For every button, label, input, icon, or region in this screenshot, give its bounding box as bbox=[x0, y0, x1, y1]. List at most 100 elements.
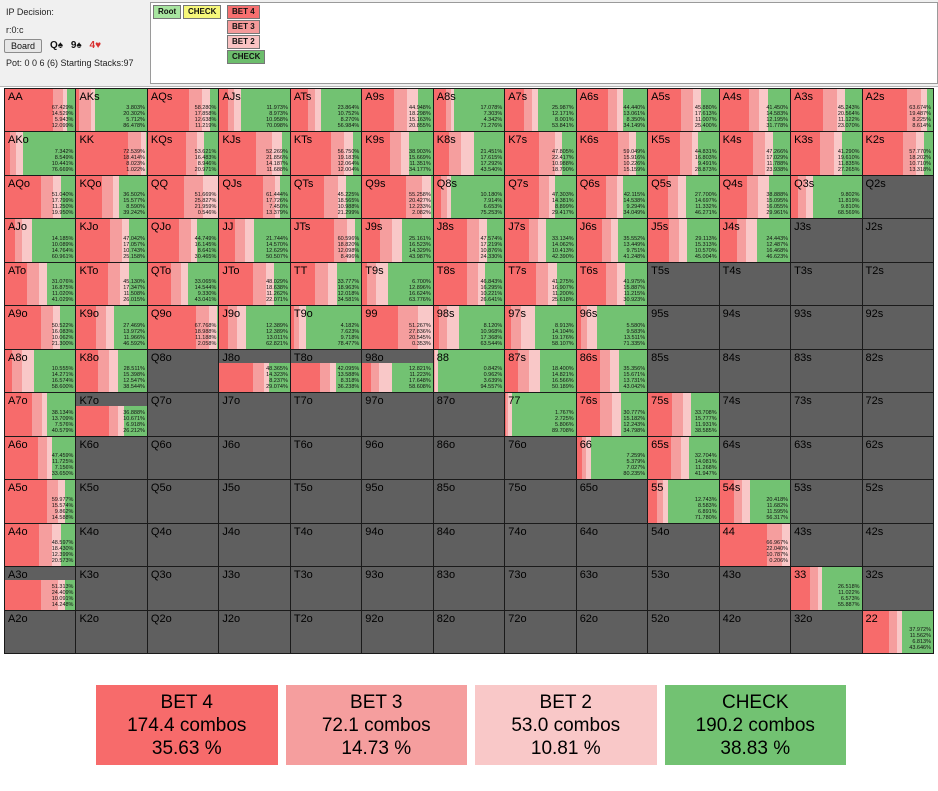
hand-cell-65o[interactable]: 65o bbox=[576, 480, 648, 523]
hand-cell-44[interactable]: 66.967% 22.040% 10.787% 0.206% 44 bbox=[719, 523, 791, 567]
hand-cell-92s[interactable]: 92s bbox=[862, 306, 933, 349]
hand-cell-AKs[interactable]: 3.803% 20.302% 5.712% 86.478% AKs bbox=[76, 89, 147, 132]
hand-cell-K7s[interactable]: 47.805% 22.417% 10.988% 18.790% K7s bbox=[505, 132, 576, 175]
hand-cell-K5o[interactable]: K5o bbox=[76, 480, 147, 523]
hand-cell-32o[interactable]: 32o bbox=[791, 610, 862, 653]
hand-cell-J2o[interactable]: J2o bbox=[219, 610, 290, 653]
hand-cell-97o[interactable]: 97o bbox=[362, 393, 433, 436]
hand-cell-63s[interactable]: 63s bbox=[791, 436, 862, 480]
hand-cell-J7o[interactable]: J7o bbox=[219, 393, 290, 436]
hand-cell-77[interactable]: 1.767% 2.725% 5.806% 89.708% 77 bbox=[505, 393, 576, 436]
hand-cell-T5o[interactable]: T5o bbox=[290, 480, 362, 523]
tree-node-check[interactable]: CHECK bbox=[183, 5, 222, 19]
hand-cell-73o[interactable]: 73o bbox=[505, 567, 576, 610]
hand-cell-42o[interactable]: 42o bbox=[719, 610, 791, 653]
hand-cell-84s[interactable]: 84s bbox=[719, 349, 791, 393]
hand-cell-J6s[interactable]: 35.552% 13.449% 9.751% 41.248% J6s bbox=[576, 219, 648, 262]
hand-cell-53s[interactable]: 53s bbox=[791, 480, 862, 523]
hand-cell-J5o[interactable]: J5o bbox=[219, 480, 290, 523]
hand-cell-55[interactable]: 12.743% 8.583% 6.891% 71.780% 55 bbox=[648, 480, 719, 523]
hand-cell-Q7o[interactable]: Q7o bbox=[147, 393, 219, 436]
hand-cell-J4s[interactable]: 24.443% 12.487% 16.468% 46.623% J4s bbox=[719, 219, 791, 262]
hand-cell-93o[interactable]: 93o bbox=[362, 567, 433, 610]
hand-cell-T9o[interactable]: 4.182% 7.623% 9.718% 78.477% T9o bbox=[290, 306, 362, 349]
hand-cell-98s[interactable]: 8.120% 10.968% 17.368% 63.544% 98s bbox=[433, 306, 505, 349]
hand-cell-54o[interactable]: 54o bbox=[648, 523, 719, 567]
hand-cell-Q5o[interactable]: Q5o bbox=[147, 480, 219, 523]
hand-cell-K3s[interactable]: 41.290% 19.610% 11.835% 27.265% K3s bbox=[791, 132, 862, 175]
hand-cell-T9s[interactable]: 6.700% 12.896% 16.624% 63.776% T9s bbox=[362, 262, 433, 306]
hand-cell-J5s[interactable]: 29.113% 15.313% 10.570% 45.004% J5s bbox=[648, 219, 719, 262]
hand-cell-43s[interactable]: 43s bbox=[791, 523, 862, 567]
hand-cell-AQs[interactable]: 58.280% 17.858% 12.638% 11.219% AQs bbox=[147, 89, 219, 132]
hand-cell-82s[interactable]: 82s bbox=[862, 349, 933, 393]
hand-cell-KJo[interactable]: 47.042% 17.057% 10.743% 25.158% KJo bbox=[76, 219, 147, 262]
hand-cell-KJs[interactable]: 52.269% 21.856% 14.187% 11.688% KJs bbox=[219, 132, 290, 175]
hand-cell-J2s[interactable]: J2s bbox=[862, 219, 933, 262]
hand-cell-72o[interactable]: 72o bbox=[505, 610, 576, 653]
hand-cell-94s[interactable]: 94s bbox=[719, 306, 791, 349]
hand-cell-T7s[interactable]: 41.275% 16.907% 11.200% 25.618% T7s bbox=[505, 262, 576, 306]
hand-cell-J3s[interactable]: J3s bbox=[791, 219, 862, 262]
hand-cell-ATs[interactable]: 23.864% 10.752% 8.270% 56.984% ATs bbox=[290, 89, 362, 132]
hand-cell-A2o[interactable]: A2o bbox=[5, 610, 76, 653]
hand-cell-Q9s[interactable]: 55.258% 20.427% 12.233% 2.082% Q9s bbox=[362, 175, 433, 219]
hand-cell-K9s[interactable]: 38.903% 15.669% 11.351% 34.177% K9s bbox=[362, 132, 433, 175]
hand-cell-A6o[interactable]: 47.459% 11.725% 7.156% 33.650% A6o bbox=[5, 436, 76, 480]
hand-cell-T2o[interactable]: T2o bbox=[290, 610, 362, 653]
hand-cell-88[interactable]: 0.842% 0.962% 3.639% 94.557% 88 bbox=[433, 349, 505, 393]
hand-cell-QJo[interactable]: 44.749% 16.145% 8.641% 30.465% QJo bbox=[147, 219, 219, 262]
hand-cell-A8s[interactable]: 17.078% 7.303% 4.342% 71.276% A8s bbox=[433, 89, 505, 132]
hand-cell-QJs[interactable]: 61.444% 17.726% 7.450% 13.379% QJs bbox=[219, 175, 290, 219]
hand-cell-99[interactable]: 51.267% 27.836% 20.545% 0.353% 99 bbox=[362, 306, 433, 349]
hand-cell-93s[interactable]: 93s bbox=[791, 306, 862, 349]
hand-cell-K8s[interactable]: 21.451% 17.615% 17.292% 43.540% K8s bbox=[433, 132, 505, 175]
hand-cell-ATo[interactable]: 31.076% 16.875% 11.020% 41.029% ATo bbox=[5, 262, 76, 306]
board-button[interactable]: Board bbox=[4, 39, 42, 53]
hand-cell-96s[interactable]: 5.580% 9.583% 13.511% 71.335% 96s bbox=[576, 306, 648, 349]
hand-cell-Q3s[interactable]: 9.802% 11.819% 9.810% 68.569% Q3s bbox=[791, 175, 862, 219]
hand-cell-K6o[interactable]: K6o bbox=[76, 436, 147, 480]
hand-cell-T6s[interactable]: 41.975% 15.887% 11.215% 30.923% T6s bbox=[576, 262, 648, 306]
hand-cell-K3o[interactable]: K3o bbox=[76, 567, 147, 610]
hand-cell-Q7s[interactable]: 47.303% 14.381% 8.899% 29.417% Q7s bbox=[505, 175, 576, 219]
hand-cell-98o[interactable]: 12.821% 11.223% 17.648% 58.608% 98o bbox=[362, 349, 433, 393]
hand-cell-53o[interactable]: 53o bbox=[648, 567, 719, 610]
hand-cell-74o[interactable]: 74o bbox=[505, 523, 576, 567]
hand-cell-A7s[interactable]: 25.987% 12.171% 8.001% 53.841% A7s bbox=[505, 89, 576, 132]
hand-cell-K6s[interactable]: 59.049% 15.916% 10.226% 15.159% K6s bbox=[576, 132, 648, 175]
hand-cell-J7s[interactable]: 33.134% 14.062% 10.413% 42.390% J7s bbox=[505, 219, 576, 262]
hand-cell-87s[interactable]: 18.400% 14.821% 16.566% 50.189% 87s bbox=[505, 349, 576, 393]
hand-cell-K4s[interactable]: 47.266% 17.029% 11.788% 23.938% K4s bbox=[719, 132, 791, 175]
hand-cell-A6s[interactable]: 44.440% 13.061% 8.350% 34.149% A6s bbox=[576, 89, 648, 132]
hand-cell-54s[interactable]: 20.418% 11.682% 11.595% 56.317% 54s bbox=[719, 480, 791, 523]
hand-cell-Q6o[interactable]: Q6o bbox=[147, 436, 219, 480]
hand-cell-KQo[interactable]: 36.502% 15.577% 8.590% 39.242% KQo bbox=[76, 175, 147, 219]
hand-cell-T2s[interactable]: T2s bbox=[862, 262, 933, 306]
hand-cell-A4o[interactable]: 48.597% 18.430% 12.399% 20.573% A4o bbox=[5, 523, 76, 567]
hand-cell-KK[interactable]: 72.539% 18.414% 8.023% 1.022% KK bbox=[76, 132, 147, 175]
hand-cell-83o[interactable]: 83o bbox=[433, 567, 505, 610]
hand-cell-62s[interactable]: 62s bbox=[862, 436, 933, 480]
hand-cell-A3s[interactable]: 45.243% 20.564% 11.122% 23.070% A3s bbox=[791, 89, 862, 132]
hand-cell-T3s[interactable]: T3s bbox=[791, 262, 862, 306]
hand-cell-66[interactable]: 7.259% 5.379% 7.027% 80.235% 66 bbox=[576, 436, 648, 480]
tree-node-bet2[interactable]: BET 2 bbox=[227, 35, 260, 49]
hand-cell-76o[interactable]: 76o bbox=[505, 436, 576, 480]
hand-cell-86o[interactable]: 86o bbox=[433, 436, 505, 480]
hand-cell-Q3o[interactable]: Q3o bbox=[147, 567, 219, 610]
hand-cell-84o[interactable]: 84o bbox=[433, 523, 505, 567]
hand-cell-42s[interactable]: 42s bbox=[862, 523, 933, 567]
hand-cell-J4o[interactable]: J4o bbox=[219, 523, 290, 567]
hand-cell-QQ[interactable]: 51.669% 25.827% 21.959% 0.546% QQ bbox=[147, 175, 219, 219]
hand-cell-K5s[interactable]: 44.831% 16.803% 9.491% 28.873% K5s bbox=[648, 132, 719, 175]
hand-cell-72s[interactable]: 72s bbox=[862, 393, 933, 436]
hand-cell-TT[interactable]: 33.777% 18.963% 12.018% 34.581% TT bbox=[290, 262, 362, 306]
hand-cell-33[interactable]: 26.518% 11.022% 6.573% 55.887% 33 bbox=[791, 567, 862, 610]
hand-cell-82o[interactable]: 82o bbox=[433, 610, 505, 653]
hand-cell-97s[interactable]: 8.913% 14.104% 19.176% 58.107% 97s bbox=[505, 306, 576, 349]
hand-cell-Q4o[interactable]: Q4o bbox=[147, 523, 219, 567]
hand-cell-J3o[interactable]: J3o bbox=[219, 567, 290, 610]
hand-cell-AJs[interactable]: 11.973% 8.973% 10.958% 70.098% AJs bbox=[219, 89, 290, 132]
hand-cell-86s[interactable]: 35.356% 15.671% 13.731% 43.042% 86s bbox=[576, 349, 648, 393]
